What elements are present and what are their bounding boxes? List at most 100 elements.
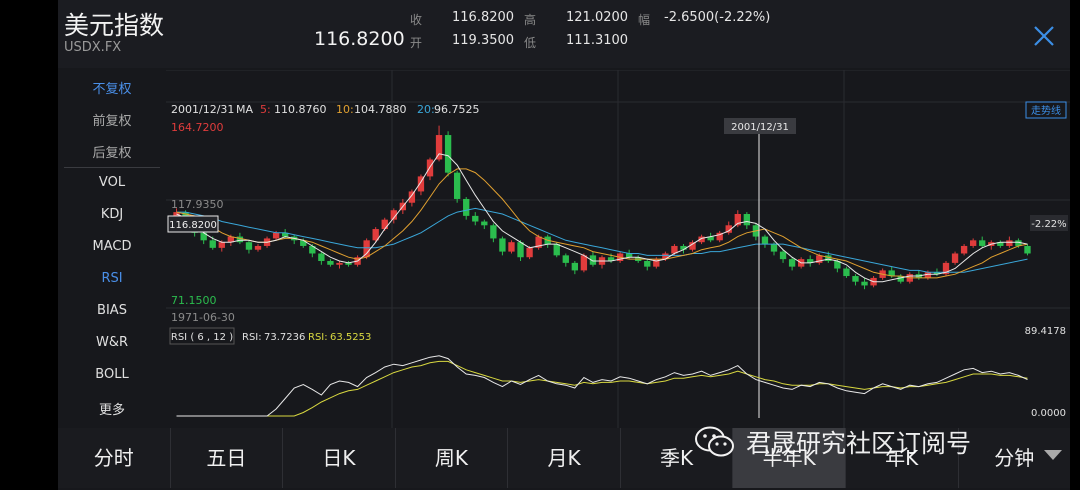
- sidebar-item-wr[interactable]: W&R: [95, 335, 129, 350]
- candle: [490, 223, 497, 243]
- rsi1-label: RSI:: [242, 332, 262, 343]
- sidebar-item-vol[interactable]: VOL: [98, 175, 126, 190]
- sidebar-item-no-adjust[interactable]: 不复权: [92, 82, 132, 97]
- candle-body: [363, 240, 370, 258]
- candle: [743, 212, 751, 230]
- tab-minute[interactable]: 分钟: [959, 428, 1071, 488]
- tab-weekly-k[interactable]: 周K: [396, 428, 509, 488]
- candle: [942, 261, 950, 277]
- candle-body: [933, 272, 941, 275]
- candle-body: [481, 221, 488, 226]
- candle-body: [979, 240, 986, 246]
- sidebar-item-rsi[interactable]: RSI: [101, 271, 123, 286]
- candle-body: [526, 247, 533, 258]
- kline-chart-area[interactable]: 2001/12/31 MA 5: 110.8760 10: 104.7880 2…: [166, 69, 1070, 428]
- tab-five-day[interactable]: 五日: [171, 428, 284, 488]
- rsi2-label: RSI:: [308, 332, 328, 343]
- close-value: 116.8200: [452, 10, 515, 25]
- tab-yearly-k[interactable]: 年K: [846, 428, 959, 488]
- candle-body: [227, 236, 235, 243]
- candle: [707, 232, 714, 243]
- candle-body: [960, 245, 968, 254]
- sidebar-item-kdj[interactable]: KDJ: [100, 207, 124, 222]
- candle: [843, 266, 850, 278]
- moving-averages: [176, 153, 1028, 283]
- sidebar-item-forward-adjust[interactable]: 前复权: [92, 114, 132, 129]
- chevron-down-icon[interactable]: [1044, 450, 1063, 460]
- sidebar-item-bias[interactable]: BIAS: [97, 303, 127, 318]
- gridlines: [166, 69, 1070, 428]
- tab-daily-k[interactable]: 日K: [283, 428, 396, 488]
- tab-intraday[interactable]: 分时: [58, 428, 171, 488]
- high-label: 高: [524, 13, 537, 27]
- candle: [689, 240, 696, 252]
- tab-monthly-k[interactable]: 月K: [508, 428, 621, 488]
- candle: [363, 238, 370, 260]
- last-price: 116.8200: [314, 28, 405, 50]
- candle-body: [607, 257, 615, 261]
- candle-body: [725, 225, 732, 233]
- candle-body: [517, 242, 524, 258]
- ma5-label: 5:: [260, 103, 271, 116]
- kline-chart-svg[interactable]: 2001/12/31 MA 5: 110.8760 10: 104.7880 2…: [166, 69, 1070, 428]
- sidebar-item-boll[interactable]: BOLL: [95, 367, 129, 382]
- rsi-lines: [176, 355, 1028, 417]
- candle-body: [589, 255, 597, 265]
- candle-body: [580, 255, 588, 271]
- rsi-max-label: 89.4178: [1025, 326, 1066, 337]
- candle-body: [209, 240, 216, 248]
- ma20-line: [176, 207, 1028, 273]
- current-change: -2.22%: [1031, 219, 1066, 230]
- rsi-label: RSI ( 6 , 12 ): [171, 332, 233, 343]
- low-label: 低: [524, 36, 537, 50]
- candle-body: [689, 242, 696, 250]
- candle-body: [680, 245, 687, 250]
- candle-body: [1024, 245, 1031, 254]
- ma10-label: 10:: [336, 103, 354, 116]
- high-value: 121.0200: [566, 10, 629, 25]
- candle-body: [490, 225, 497, 239]
- sidebar-item-macd[interactable]: MACD: [92, 239, 132, 254]
- crosshair-date: 2001/12/31: [731, 122, 789, 133]
- tab-half-year-k[interactable]: 半年K: [733, 428, 846, 488]
- indicator-sidebar: 不复权 前复权 后复权 VOL KDJ MACD RSI BIAS W&R BO…: [58, 70, 166, 425]
- candle: [716, 230, 723, 243]
- chart-mode-button[interactable]: 走势线: [1025, 101, 1067, 119]
- rsi2-value: 63.5253: [330, 332, 371, 343]
- candle-body: [653, 259, 660, 267]
- candle-body: [453, 172, 461, 199]
- candle-body: [254, 245, 262, 250]
- candle: [562, 253, 569, 267]
- candle-body: [625, 253, 633, 258]
- candle: [444, 131, 452, 177]
- current-change-tag: -2.22%: [1030, 215, 1068, 231]
- candle-body: [444, 135, 452, 173]
- tab-quarterly-k[interactable]: 季K: [621, 428, 734, 488]
- candle: [372, 227, 379, 243]
- candle-body: [300, 240, 307, 246]
- candle-body: [997, 242, 1004, 246]
- current-price: 116.8200: [169, 220, 217, 231]
- candle-body: [734, 214, 741, 226]
- sidebar-item-more[interactable]: 更多: [98, 403, 125, 418]
- candle: [571, 261, 579, 275]
- candle-body: [390, 210, 397, 220]
- ma10-line: [176, 168, 1028, 279]
- candle: [979, 236, 986, 248]
- price-candles: [173, 125, 1031, 290]
- candle-body: [698, 236, 705, 243]
- candle-body: [843, 268, 850, 277]
- candle-body: [318, 253, 325, 261]
- candle: [426, 157, 434, 181]
- candle-body: [1006, 240, 1013, 246]
- rsi-legend: RSI ( 6 , 12 ) RSI: 73.7236 RSI: 63.5253: [169, 327, 371, 345]
- ma20-label: 20:: [417, 103, 435, 116]
- ma20-value: 96.7525: [434, 103, 480, 116]
- close-icon[interactable]: [1032, 24, 1056, 48]
- sidebar-item-backward-adjust[interactable]: 后复权: [92, 146, 132, 161]
- candle-body: [327, 261, 334, 265]
- candle-body: [924, 272, 932, 278]
- candle-body: [236, 236, 244, 243]
- candle-body: [671, 245, 678, 254]
- candle: [345, 261, 352, 267]
